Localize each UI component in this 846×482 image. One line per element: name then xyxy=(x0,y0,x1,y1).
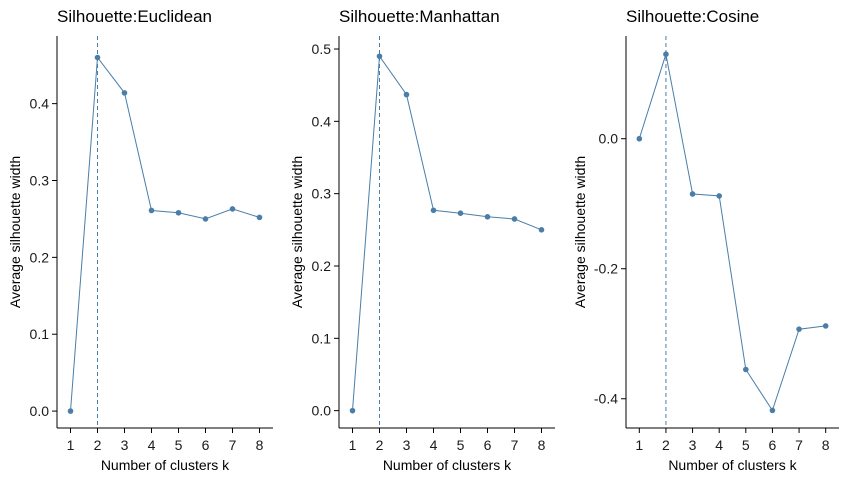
data-point xyxy=(511,216,518,222)
y-tick-label: 0.2 xyxy=(30,249,50,265)
data-point xyxy=(202,216,209,222)
x-tick-label: 8 xyxy=(256,437,264,453)
x-tick-label: 8 xyxy=(538,437,546,453)
x-axis-label: Number of clusters k xyxy=(668,457,797,473)
x-tick-label: 5 xyxy=(457,437,465,453)
data-point xyxy=(349,407,356,414)
y-tick-label: 0.1 xyxy=(312,330,332,346)
x-tick-label: 4 xyxy=(430,437,438,453)
data-point xyxy=(430,207,437,214)
y-tick-label: 0.5 xyxy=(312,41,332,57)
data-point xyxy=(256,214,263,221)
y-tick-label: 0.2 xyxy=(312,258,332,274)
data-point xyxy=(663,51,669,58)
x-tick-label: 1 xyxy=(67,437,75,453)
chart-panel-3: Silhouette:Cosine 0.0 -0.2 -0.4 1 2 3 4 5 6 7 8 Numb… xyxy=(572,7,839,473)
data-point xyxy=(94,54,101,61)
x-tick-label: 4 xyxy=(715,437,723,453)
y-tick-label: -0.2 xyxy=(594,261,618,277)
data-point xyxy=(689,191,696,197)
data-point xyxy=(769,407,776,414)
y-tick-label: 0.4 xyxy=(30,96,50,112)
y-tick-label: 0.4 xyxy=(312,113,332,129)
x-tick-label: 1 xyxy=(635,437,643,453)
x-tick-label: 5 xyxy=(742,437,750,453)
chart-title: Silhouette:Manhattan xyxy=(339,7,500,26)
x-axis-label: Number of clusters k xyxy=(383,457,512,473)
data-point xyxy=(229,206,236,212)
data-point xyxy=(636,135,643,142)
data-point xyxy=(796,326,802,332)
x-tick-label: 6 xyxy=(202,437,210,453)
x-tick-label: 6 xyxy=(484,437,492,453)
data-point xyxy=(716,193,722,199)
data-point xyxy=(484,214,491,220)
x-tick-label: 7 xyxy=(795,437,803,453)
x-tick-label: 3 xyxy=(689,437,697,453)
series-line xyxy=(638,54,826,412)
data-point xyxy=(403,91,410,98)
data-point xyxy=(121,90,128,96)
x-axis-label: Number of clusters k xyxy=(101,457,230,473)
x-tick-label: 1 xyxy=(349,437,357,453)
x-tick-label: 8 xyxy=(822,437,830,453)
chart-panel-1: Silhouette:Euclidean 0.0 0.1 0.2 0.3 0.4 1 2 3 4 5… xyxy=(7,7,273,473)
x-tick-label: 6 xyxy=(769,437,777,453)
x-tick-label: 7 xyxy=(229,437,237,453)
data-point xyxy=(822,323,829,329)
data-point xyxy=(457,210,464,216)
x-tick-label: 4 xyxy=(148,437,156,453)
y-axis-label: Average silhouette width xyxy=(289,156,305,308)
data-point xyxy=(376,53,383,60)
y-axis-label: Average silhouette width xyxy=(572,156,588,308)
y-tick-label: -0.4 xyxy=(594,391,618,407)
y-tick-label: 0.3 xyxy=(312,186,332,202)
x-tick-label: 3 xyxy=(403,437,411,453)
x-tick-label: 3 xyxy=(121,437,129,453)
data-point xyxy=(175,209,182,216)
y-tick-label: 0.3 xyxy=(30,173,50,189)
series-line xyxy=(352,54,542,411)
x-tick-label: 2 xyxy=(94,437,102,453)
x-tick-label: 5 xyxy=(175,437,183,453)
data-point xyxy=(148,207,155,214)
y-tick-label: 0.1 xyxy=(30,326,50,342)
y-tick-label: 0.0 xyxy=(30,403,50,419)
y-tick-label: 0.0 xyxy=(599,131,619,147)
x-tick-label: 2 xyxy=(662,437,670,453)
chart-title: Silhouette:Cosine xyxy=(626,7,759,26)
y-axis-label: Average silhouette width xyxy=(7,156,23,308)
data-point xyxy=(743,366,749,373)
x-tick-label: 2 xyxy=(376,437,384,453)
chart-title: Silhouette:Euclidean xyxy=(57,7,212,26)
y-tick-label: 0.0 xyxy=(312,403,332,419)
data-point xyxy=(538,227,545,233)
data-point xyxy=(67,408,74,414)
series-line xyxy=(70,56,260,412)
x-tick-label: 7 xyxy=(511,437,519,453)
chart-panel-2: Silhouette:Manhattan 0.0 0.1 0.2 0.3 0.4 0.5 1 2… xyxy=(289,7,555,473)
